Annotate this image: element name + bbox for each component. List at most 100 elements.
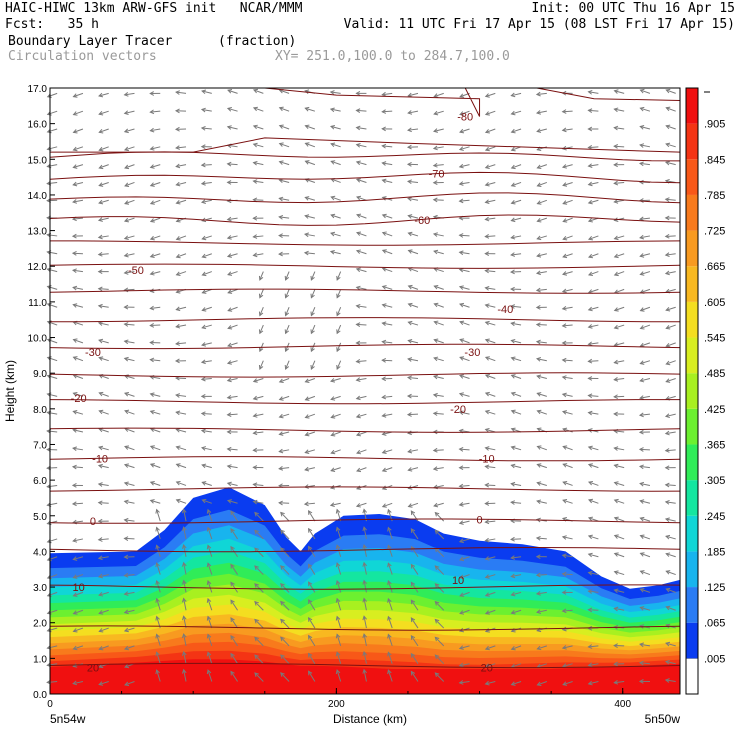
vector-arrow bbox=[561, 323, 573, 328]
y-tick-label: 4.0 bbox=[33, 547, 47, 558]
vector-arrow bbox=[155, 597, 161, 611]
vector-arrow bbox=[536, 681, 548, 687]
vector-arrow bbox=[123, 554, 135, 560]
vector-arrow bbox=[484, 591, 496, 597]
vector-arrow bbox=[206, 562, 213, 575]
vector-arrow bbox=[304, 378, 316, 383]
vector-arrow bbox=[227, 306, 238, 312]
vector-arrow bbox=[432, 197, 444, 203]
vector-arrow bbox=[664, 465, 676, 471]
vector-arrow bbox=[254, 565, 264, 575]
vector-arrow bbox=[639, 516, 651, 522]
vector-arrow bbox=[613, 306, 625, 312]
vector-arrow bbox=[664, 678, 676, 683]
tracer-field bbox=[50, 487, 680, 694]
vector-arrow bbox=[362, 526, 368, 540]
vector-arrow bbox=[639, 360, 651, 365]
vector-arrow bbox=[254, 636, 264, 647]
vector-arrow bbox=[587, 376, 599, 381]
vector-arrow bbox=[484, 609, 496, 615]
vector-arrow bbox=[432, 162, 444, 168]
vector-arrow bbox=[123, 217, 135, 223]
vector-arrow bbox=[201, 271, 212, 277]
vector-arrow bbox=[562, 445, 573, 451]
colorbar-swatch bbox=[686, 622, 698, 659]
x-tick-label: 400 bbox=[614, 699, 631, 710]
vector-arrow bbox=[665, 360, 676, 366]
colorbar-swatch bbox=[686, 159, 698, 195]
vector-arrow bbox=[613, 162, 625, 168]
vector-arrow bbox=[149, 109, 161, 115]
vector-arrow bbox=[484, 464, 496, 470]
vector-arrow bbox=[432, 145, 444, 151]
vector-arrow bbox=[381, 285, 393, 290]
vector-arrow bbox=[284, 307, 290, 317]
vector-arrow bbox=[175, 463, 187, 469]
vector-arrow bbox=[434, 672, 445, 682]
vector-arrow bbox=[155, 526, 161, 540]
vector-arrow bbox=[335, 526, 342, 540]
vector-arrow bbox=[304, 124, 316, 130]
vector-arrow bbox=[387, 633, 393, 647]
vector-arrow bbox=[484, 251, 496, 257]
vector-arrow bbox=[407, 214, 419, 219]
vector-arrow bbox=[356, 213, 367, 219]
vector-arrow bbox=[46, 374, 58, 380]
vector-arrow bbox=[639, 377, 651, 383]
vector-arrow bbox=[98, 92, 109, 98]
vector-arrow bbox=[97, 573, 109, 579]
vector-arrow bbox=[254, 547, 264, 558]
vector-arrow bbox=[407, 357, 419, 362]
x-left-location-label: 5n54w bbox=[50, 712, 86, 726]
vector-arrow bbox=[97, 286, 109, 292]
vector-arrow bbox=[206, 508, 213, 522]
y-tick-label: 3.0 bbox=[33, 583, 47, 594]
vector-arrow bbox=[587, 235, 599, 241]
vector-arrow bbox=[433, 249, 444, 255]
vector-arrow bbox=[335, 633, 342, 647]
vector-arrow bbox=[510, 391, 522, 397]
vector-arrow bbox=[407, 249, 419, 255]
vector-arrow bbox=[254, 600, 264, 611]
vector-arrow bbox=[484, 303, 496, 308]
vector-arrow bbox=[639, 570, 651, 576]
vector-arrow bbox=[536, 609, 547, 614]
vector-arrow bbox=[123, 591, 135, 596]
vector-arrow bbox=[206, 526, 213, 540]
vector-arrow bbox=[639, 306, 651, 312]
vector-arrow bbox=[123, 356, 135, 362]
header-init-time: Init: 00 UTC Thu 16 Apr 15 bbox=[531, 1, 736, 16]
vector-arrow bbox=[510, 356, 522, 362]
vector-arrow bbox=[310, 289, 316, 299]
vector-arrow bbox=[432, 180, 444, 185]
vector-arrow bbox=[613, 661, 625, 667]
vector-arrow bbox=[510, 217, 522, 223]
vector-arrow bbox=[252, 88, 264, 94]
vector-arrow bbox=[433, 110, 444, 116]
vector-arrow bbox=[252, 106, 264, 112]
vector-arrow bbox=[561, 608, 573, 614]
vector-arrow bbox=[335, 562, 342, 575]
vector-arrow bbox=[72, 446, 84, 452]
vector-arrow bbox=[330, 213, 341, 219]
vector-arrow bbox=[459, 320, 470, 326]
vector-arrow bbox=[510, 609, 522, 615]
vector-arrow bbox=[433, 92, 444, 98]
vector-arrow bbox=[484, 428, 496, 433]
vector-arrow bbox=[665, 342, 676, 348]
vector-arrow bbox=[227, 342, 238, 348]
vector-arrow bbox=[71, 268, 83, 274]
vector-arrow bbox=[280, 511, 290, 522]
vector-arrow bbox=[226, 360, 238, 365]
vector-arrow bbox=[562, 498, 573, 504]
vector-arrow bbox=[46, 163, 58, 169]
vector-arrow bbox=[484, 519, 496, 525]
vector-arrow bbox=[381, 161, 393, 166]
vector-arrow bbox=[387, 597, 393, 611]
vector-arrow bbox=[561, 410, 573, 415]
vector-arrow bbox=[329, 249, 341, 255]
vector-arrow bbox=[304, 413, 316, 419]
vector-arrow bbox=[226, 464, 238, 469]
vector-arrow bbox=[362, 668, 368, 682]
vector-arrow bbox=[46, 267, 58, 273]
